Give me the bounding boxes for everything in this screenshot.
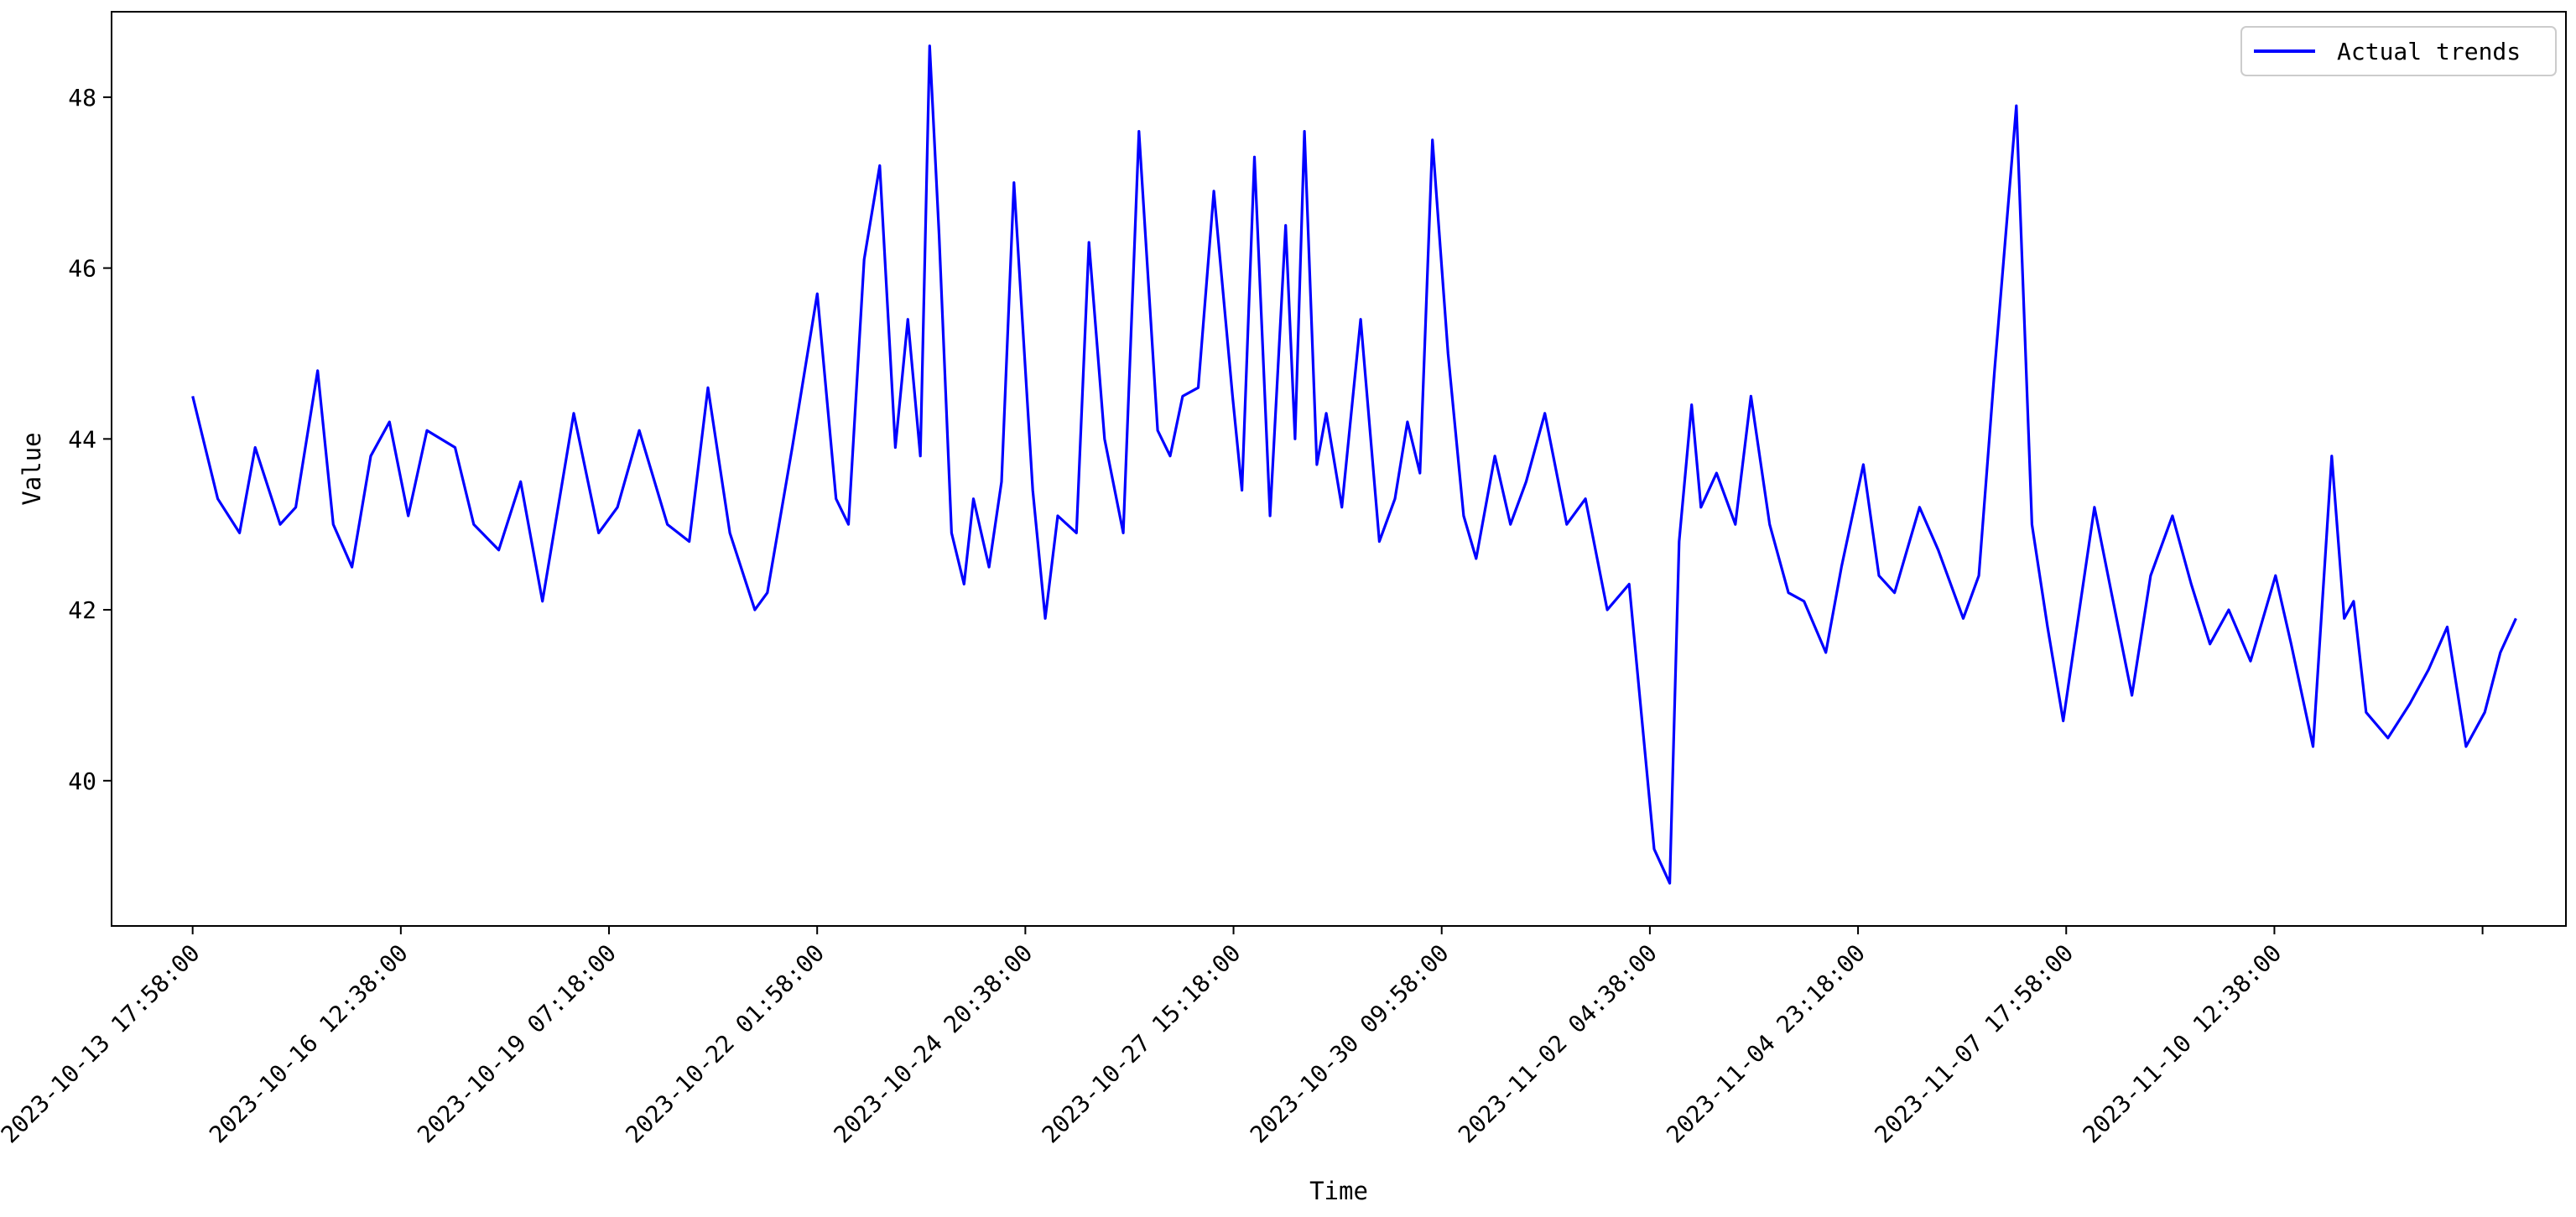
legend-box (2240, 26, 2557, 76)
x-tick-label: 2023-10-22 01:58:00 (620, 939, 830, 1149)
series-line-actual-trends (191, 44, 2517, 885)
x-tick-label: 2023-10-30 09:58:00 (1245, 939, 1455, 1149)
legend-label: Actual trends (2337, 38, 2521, 65)
x-tick-label: 2023-10-16 12:38:00 (204, 939, 414, 1149)
x-tick-label: 2023-11-07 17:58:00 (1869, 939, 2079, 1149)
x-tick-label: 2023-11-02 04:38:00 (1453, 939, 1663, 1149)
x-tick-label: 2023-10-13 17:58:00 (0, 939, 206, 1149)
y-tick-label: 40 (68, 767, 96, 795)
x-axis-label: Time (1309, 1177, 1368, 1205)
x-tick-label: 2023-11-04 23:18:00 (1661, 939, 1871, 1149)
x-tick-label: 2023-10-19 07:18:00 (412, 939, 622, 1149)
y-tick-label: 46 (68, 255, 96, 283)
x-tick-label: 2023-10-24 20:38:00 (829, 939, 1038, 1149)
x-tick-label: 2023-11-10 12:38:00 (2078, 939, 2287, 1149)
y-tick-label: 44 (68, 425, 96, 453)
x-tick-label: 2023-10-27 15:18:00 (1037, 939, 1246, 1149)
y-tick-label: 42 (68, 596, 96, 624)
y-axis-label: Value (18, 432, 46, 505)
plot-area (111, 11, 2567, 927)
legend: Actual trends (2240, 26, 2557, 76)
y-axis: 40 42 44 46 48 (68, 84, 112, 795)
y-tick-label: 48 (68, 84, 96, 112)
